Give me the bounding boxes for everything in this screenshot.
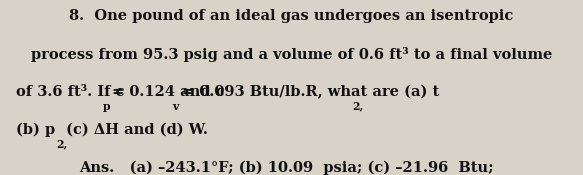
Text: of 3.6 ft³. If c: of 3.6 ft³. If c — [16, 85, 125, 99]
Text: process from 95.3 psig and a volume of 0.6 ft³ to a final volume: process from 95.3 psig and a volume of 0… — [31, 47, 552, 62]
Text: (b) p: (b) p — [16, 122, 55, 137]
Text: = 0.093 Btu/lb.R, what are (a) t: = 0.093 Btu/lb.R, what are (a) t — [177, 85, 439, 99]
Text: = 0.124 and c: = 0.124 and c — [107, 85, 224, 99]
Text: 2,: 2, — [352, 101, 363, 112]
Text: 8.  One pound of an ideal gas undergoes an isentropic: 8. One pound of an ideal gas undergoes a… — [69, 9, 514, 23]
Text: p: p — [103, 101, 110, 112]
Text: (c) ΔH and (d) W.: (c) ΔH and (d) W. — [61, 122, 208, 136]
Text: 2,: 2, — [56, 138, 67, 149]
Text: v: v — [173, 101, 179, 112]
Text: Ans.   (a) –243.1°F; (b) 10.09  psia; (c) –21.96  Btu;: Ans. (a) –243.1°F; (b) 10.09 psia; (c) –… — [79, 160, 493, 174]
